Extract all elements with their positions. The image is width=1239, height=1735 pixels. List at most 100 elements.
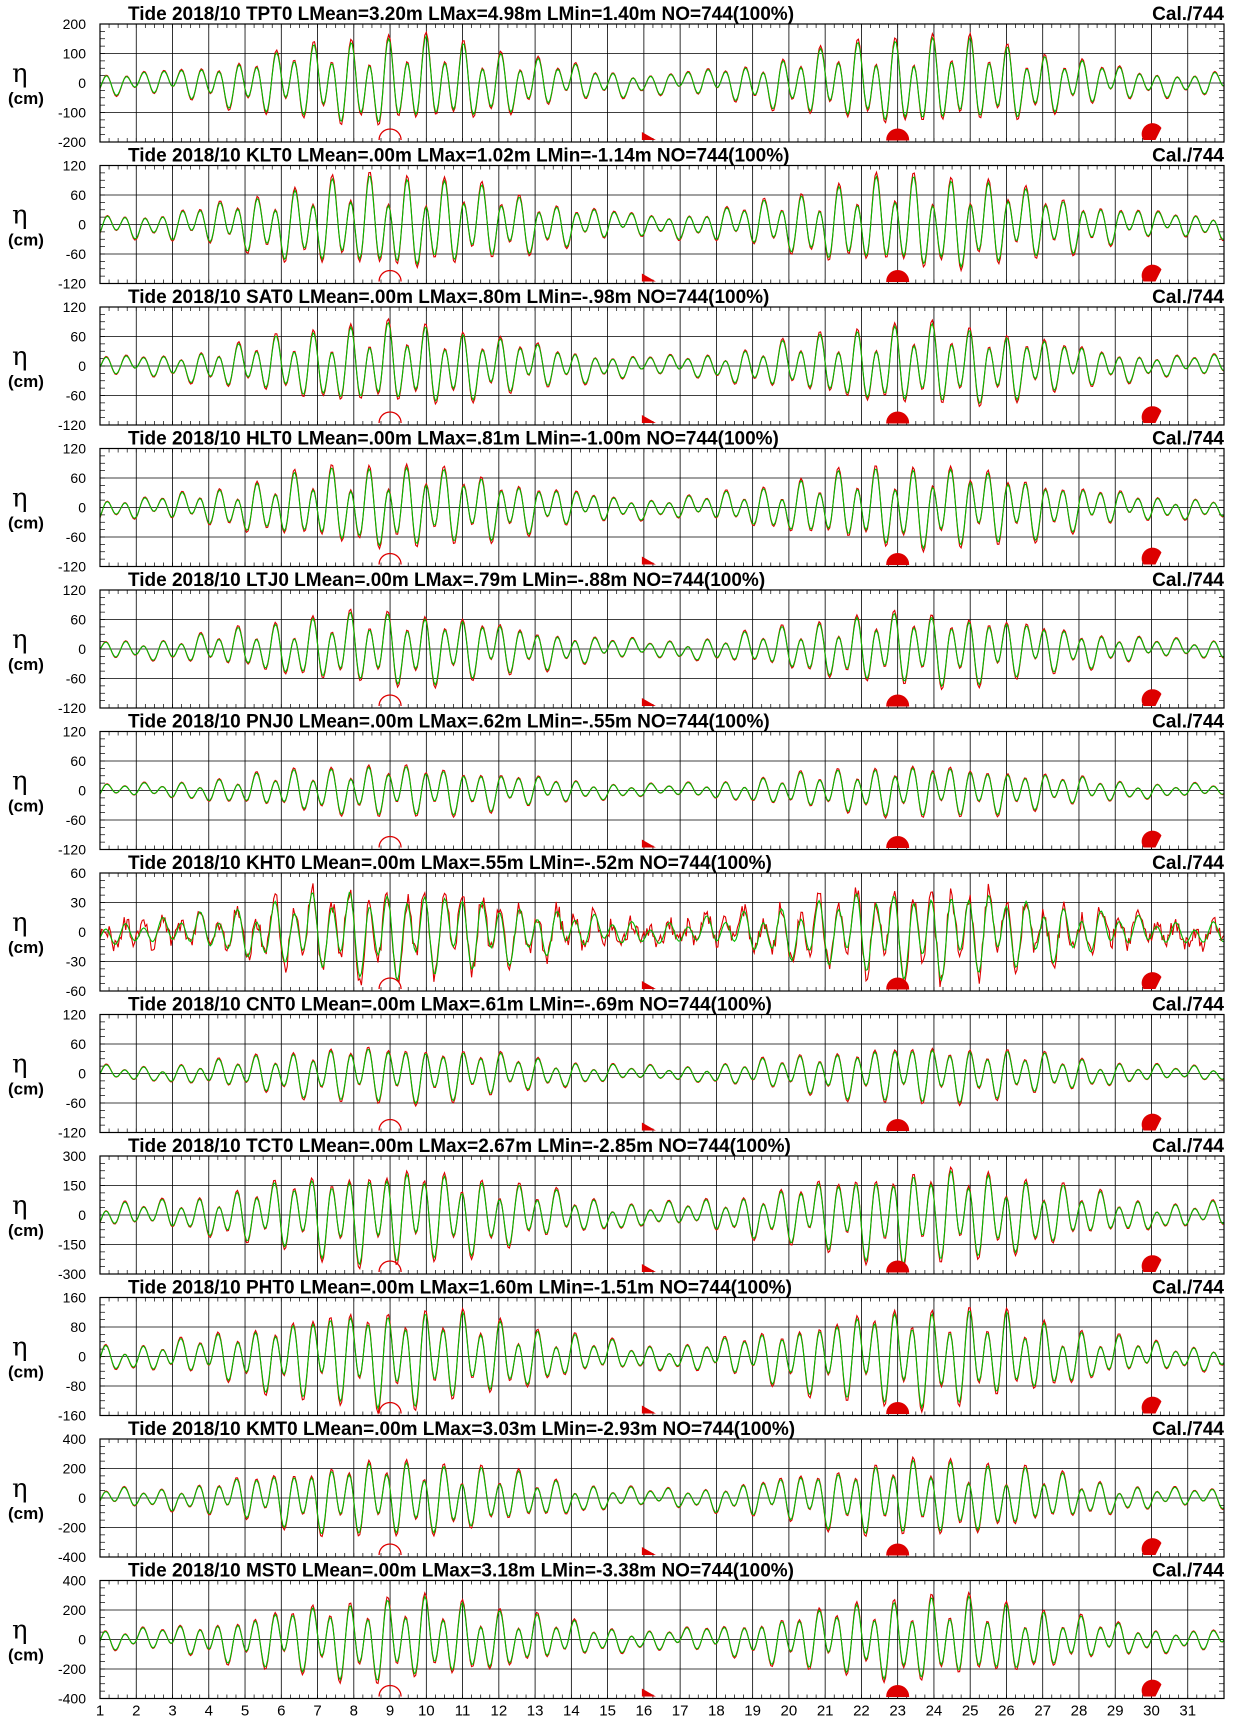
panel-4: Tide 2018/10 HLT0 LMean=.00m LMax=.81m L… bbox=[8, 429, 1225, 575]
series-calculated-line bbox=[100, 1048, 1224, 1105]
panel-cal-label: Cal./744 bbox=[1152, 712, 1224, 733]
series-observed-line bbox=[100, 1306, 1224, 1416]
y-tick-label: -150 bbox=[58, 1237, 86, 1253]
y-tick-label: 160 bbox=[63, 1290, 87, 1306]
y-unit: (cm) bbox=[8, 1363, 44, 1382]
y-tick-label: 0 bbox=[78, 1207, 86, 1223]
panel-cal-label: Cal./744 bbox=[1152, 995, 1224, 1016]
y-tick-label: -60 bbox=[66, 529, 86, 545]
full-moon-marker bbox=[886, 1402, 910, 1414]
series-observed-line bbox=[100, 608, 1224, 691]
new-moon-marker bbox=[378, 1260, 402, 1273]
panel-cal-label: Cal./744 bbox=[1152, 1561, 1224, 1582]
x-tick-label: 28 bbox=[1071, 1703, 1088, 1720]
x-tick-label: 21 bbox=[817, 1703, 834, 1720]
series-observed-line bbox=[100, 1591, 1224, 1685]
y-symbol: η bbox=[12, 201, 28, 231]
y-tick-label: 0 bbox=[78, 783, 86, 799]
y-tick-label: 60 bbox=[70, 187, 86, 203]
y-tick-label: 60 bbox=[70, 753, 86, 769]
y-tick-label: -160 bbox=[58, 1408, 86, 1424]
panel-cal-label: Cal./744 bbox=[1152, 1278, 1224, 1299]
last-quarter-moon-marker bbox=[1141, 972, 1162, 989]
series-observed-line bbox=[100, 763, 1224, 820]
panel-title: Tide 2018/10 SAT0 LMean=.00m LMax=.80m L… bbox=[128, 287, 769, 308]
series-group bbox=[100, 1046, 1224, 1108]
panel-title: Tide 2018/10 MST0 LMean=.00m LMax=3.18m … bbox=[128, 1561, 794, 1582]
y-tick-label: 400 bbox=[63, 1573, 87, 1589]
series-group bbox=[100, 883, 1224, 987]
series-calculated-line bbox=[100, 1169, 1224, 1266]
full-moon-marker bbox=[886, 1119, 910, 1131]
panel-title: Tide 2018/10 TCT0 LMean=.00m LMax=2.67m … bbox=[128, 1136, 791, 1157]
y-tick-label: 0 bbox=[78, 641, 86, 657]
x-tick-label: 31 bbox=[1179, 1703, 1196, 1720]
series-observed-line bbox=[100, 462, 1224, 554]
y-tick-label: 120 bbox=[63, 441, 87, 457]
y-tick-label: -100 bbox=[58, 105, 86, 121]
y-tick-label: -60 bbox=[66, 1095, 86, 1111]
panel-title: Tide 2018/10 PNJ0 LMean=.00m LMax=.62m L… bbox=[128, 712, 770, 733]
x-tick-label: 1 bbox=[96, 1703, 104, 1720]
series-group bbox=[100, 30, 1224, 126]
y-tick-label: 60 bbox=[70, 470, 86, 486]
plot-frame bbox=[99, 1155, 1225, 1275]
plot-frame bbox=[99, 164, 1225, 285]
panel-12: Tide 2018/10 MST0 LMean=.00m LMax=3.18m … bbox=[8, 1561, 1225, 1707]
series-calculated-line bbox=[100, 891, 1224, 982]
last-quarter-moon-marker bbox=[1141, 547, 1162, 565]
panel-cal-label: Cal./744 bbox=[1152, 146, 1224, 167]
y-tick-label: -120 bbox=[58, 417, 86, 433]
x-tick-label: 24 bbox=[926, 1703, 943, 1720]
y-symbol: η bbox=[12, 1474, 28, 1504]
new-moon-marker bbox=[378, 411, 402, 424]
y-tick-label: 200 bbox=[63, 1461, 87, 1477]
y-tick-label: 150 bbox=[63, 1178, 87, 1194]
full-moon-marker bbox=[886, 836, 910, 848]
new-moon-marker bbox=[378, 1684, 402, 1697]
panel-title: Tide 2018/10 KHT0 LMean=.00m LMax=.55m L… bbox=[128, 853, 772, 874]
y-unit: (cm) bbox=[8, 655, 44, 674]
new-moon-marker bbox=[378, 128, 402, 141]
series-calculated-line bbox=[100, 766, 1224, 817]
plot-frame bbox=[99, 306, 1225, 426]
full-moon-marker bbox=[886, 1260, 910, 1273]
x-tick-label: 14 bbox=[563, 1703, 580, 1720]
first-quarter-moon-marker bbox=[641, 698, 656, 706]
last-quarter-moon-marker bbox=[1141, 406, 1162, 423]
x-tick-label: 6 bbox=[277, 1703, 285, 1720]
y-tick-label: -200 bbox=[58, 134, 86, 150]
x-tick-label: 13 bbox=[527, 1703, 544, 1720]
x-tick-label: 16 bbox=[636, 1703, 653, 1720]
series-observed-line bbox=[100, 883, 1224, 987]
series-group bbox=[100, 1591, 1224, 1685]
y-tick-label: 0 bbox=[78, 500, 86, 516]
y-tick-label: -60 bbox=[66, 812, 86, 828]
y-unit: (cm) bbox=[8, 1080, 44, 1099]
plot-frame bbox=[99, 872, 1225, 992]
new-moon-marker bbox=[378, 269, 402, 282]
first-quarter-moon-marker bbox=[641, 981, 656, 989]
panel-9: Tide 2018/10 TCT0 LMean=.00m LMax=2.67m … bbox=[8, 1136, 1225, 1282]
series-calculated-line bbox=[100, 1594, 1224, 1682]
y-tick-label: 0 bbox=[78, 358, 86, 374]
panel-title: Tide 2018/10 CNT0 LMean=.00m LMax=.61m L… bbox=[128, 995, 772, 1016]
y-tick-label: 200 bbox=[63, 1602, 87, 1618]
y-tick-label: -60 bbox=[66, 671, 86, 687]
x-tick-label: 11 bbox=[455, 1703, 471, 1720]
x-tick-label: 19 bbox=[744, 1703, 761, 1720]
y-tick-label: -120 bbox=[58, 559, 86, 575]
y-tick-label: 0 bbox=[78, 924, 86, 940]
first-quarter-moon-marker bbox=[641, 839, 656, 848]
new-moon-marker bbox=[378, 977, 402, 990]
y-unit: (cm) bbox=[8, 1221, 44, 1240]
x-tick-label: 5 bbox=[241, 1703, 249, 1720]
series-group bbox=[100, 1165, 1224, 1270]
y-tick-label: 120 bbox=[63, 724, 87, 740]
first-quarter-moon-marker bbox=[641, 1405, 656, 1414]
y-tick-label: -120 bbox=[58, 842, 86, 858]
series-calculated-line bbox=[100, 174, 1224, 269]
y-tick-label: 60 bbox=[70, 1036, 86, 1052]
x-tick-label: 12 bbox=[490, 1703, 507, 1720]
